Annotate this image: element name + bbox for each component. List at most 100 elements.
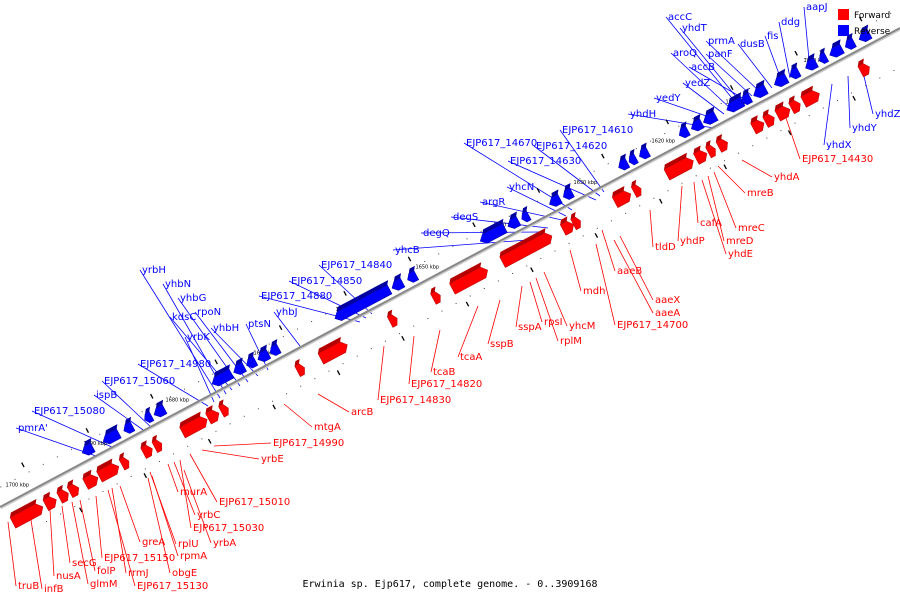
forward-gene: [118, 452, 130, 471]
gene-label-ddg: ddg: [781, 17, 800, 28]
tick-label: 1620 kbp: [652, 139, 676, 145]
reverse-gene: [789, 62, 802, 80]
tick-label: 1700 kbp: [6, 482, 30, 488]
gene-label-ejp617-15080: EJP617_15080: [34, 406, 105, 417]
reverse-gene: [858, 24, 873, 42]
gene-label-yhcn: yhcN: [509, 182, 534, 193]
reverse-gene: [521, 206, 532, 223]
reverse-gene: [819, 47, 830, 64]
tick-label: 1650 kbp: [416, 264, 440, 270]
gene-label-ejp617-14620: EJP617_14620: [536, 141, 607, 152]
forward-gene: [386, 309, 398, 328]
forward-gene: [630, 179, 642, 198]
forward-gene: [449, 262, 488, 295]
forward-gene: [705, 140, 716, 159]
forward-gene: [9, 498, 44, 529]
reverse-gene: [639, 142, 651, 160]
gene-label-yedz: yedZ: [685, 78, 710, 89]
gene-label-aapj: aapJ: [806, 2, 828, 13]
gene-label-yhda: yhdA: [774, 172, 800, 183]
gene-label-grea: greA: [142, 537, 165, 548]
gene-label-kdsc: kdsC: [172, 312, 196, 323]
forward-gene: [317, 336, 348, 365]
gene-label-ejp617-14840: EJP617_14840: [321, 260, 392, 271]
reverse-gene: [153, 399, 168, 418]
gene-label-aroq: aroQ: [673, 48, 697, 59]
genome-caption: Erwinia sp. Ejp617, complete genome. - 0…: [302, 579, 597, 590]
gene-label-tldd: tldD: [655, 242, 676, 253]
forward-gene: [218, 399, 229, 418]
forward-gene: [205, 405, 220, 425]
reverse-gene: [269, 339, 282, 356]
gene-label-mura: murA: [180, 487, 207, 498]
reverse-gene: [123, 416, 136, 434]
gene-label-ejp617-14980: EJP617_14980: [140, 359, 211, 370]
gene-label-secg: secG: [72, 558, 97, 569]
reverse-gene: [628, 148, 639, 166]
reverse-gene: [334, 280, 393, 321]
gene-label-degq: degQ: [423, 228, 450, 239]
gene-label-argr: argR: [482, 197, 505, 208]
forward-gene: [179, 411, 208, 439]
gene-label-mtga: mtgA: [314, 422, 341, 433]
reverse-gene: [246, 351, 259, 369]
gene-label-rpon: rpoN: [197, 307, 221, 318]
gene-label-mrec: mreC: [738, 223, 765, 234]
gene-label-trub: truB: [18, 581, 39, 592]
reverse-gene: [829, 39, 845, 58]
legend-reverse-label: Reverse: [854, 27, 891, 37]
gene-label-yrbh: yrbH: [142, 265, 166, 276]
gene-label-ejp617-14990: EJP617_14990: [273, 438, 344, 449]
reverse-gene: [407, 265, 420, 283]
reverse-gene: [562, 182, 575, 200]
gene-label-tcab: tcaB: [433, 367, 456, 378]
gene-label-ejp617-14430: EJP617_14430: [802, 154, 873, 165]
gene-label-rpsi: rpsI: [544, 317, 563, 328]
legend-forward-label: Forward: [854, 11, 890, 21]
gene-label-ejp617-14610: EJP617_14610: [562, 125, 633, 136]
reverse-gene: [845, 32, 857, 50]
gene-label-yhdz: yhdZ: [875, 109, 900, 120]
gene-label-ejp617-15130: EJP617_15130: [137, 581, 208, 592]
gene-label-ptsn: ptsN: [248, 319, 271, 330]
gene-label-yedy: yedY: [656, 93, 681, 104]
gene-label-yhcb: yhcB: [395, 245, 420, 256]
gene-label-ejp617-15060: EJP617_15060: [104, 376, 175, 387]
genes: [9, 24, 873, 529]
tick-label: 1680 kbp: [166, 397, 190, 403]
gene-label-mred: mreD: [726, 236, 754, 247]
gene-label-yrba: yrbA: [213, 538, 236, 549]
gene-label-tcaa: tcaA: [460, 352, 483, 363]
gene-label-yhdx: yhdX: [826, 140, 852, 151]
reverse-gene: [774, 68, 790, 88]
gene-label-yhcm: yhcM: [569, 321, 595, 332]
gene-label-yrbe: yrbE: [261, 454, 284, 465]
gene-label-fis: fis: [767, 31, 779, 42]
gene-label-glmm: glmM: [90, 579, 118, 590]
gene-label-yhbh: yhbH: [213, 323, 239, 334]
gene-label-yhdt: yhdT: [682, 23, 708, 34]
forward-gene: [693, 145, 708, 165]
genome-backbone: [0, 27, 900, 510]
forward-gene: [800, 85, 820, 108]
gene-label-yhdy: yhdY: [852, 123, 878, 134]
gene-label-mdh: mdh: [583, 286, 605, 297]
gene-label-mreb: mreB: [747, 188, 774, 199]
legend: Forward Reverse: [838, 9, 891, 37]
forward-gene: [559, 216, 574, 236]
gene-label-dusb: dusB: [740, 39, 765, 50]
forward-gene: [82, 469, 99, 490]
gene-label-infb: infB: [44, 584, 64, 595]
gene-label-degs: degS: [453, 212, 478, 223]
gene-label-panf: panF: [708, 49, 733, 60]
gene-label-accb: accB: [691, 62, 715, 73]
gene-label-yhbg: yhbG: [180, 293, 206, 304]
gene-label-sspa: sspA: [518, 322, 542, 333]
forward-gene: [151, 434, 163, 453]
forward-gene: [611, 186, 632, 208]
gene-label-rplu: rplU: [178, 539, 199, 550]
gene-label-rpma: rpmA: [180, 551, 207, 562]
reverse-gene: [233, 357, 247, 375]
gene-label-ejp617-14880: EJP617_14880: [261, 291, 332, 302]
